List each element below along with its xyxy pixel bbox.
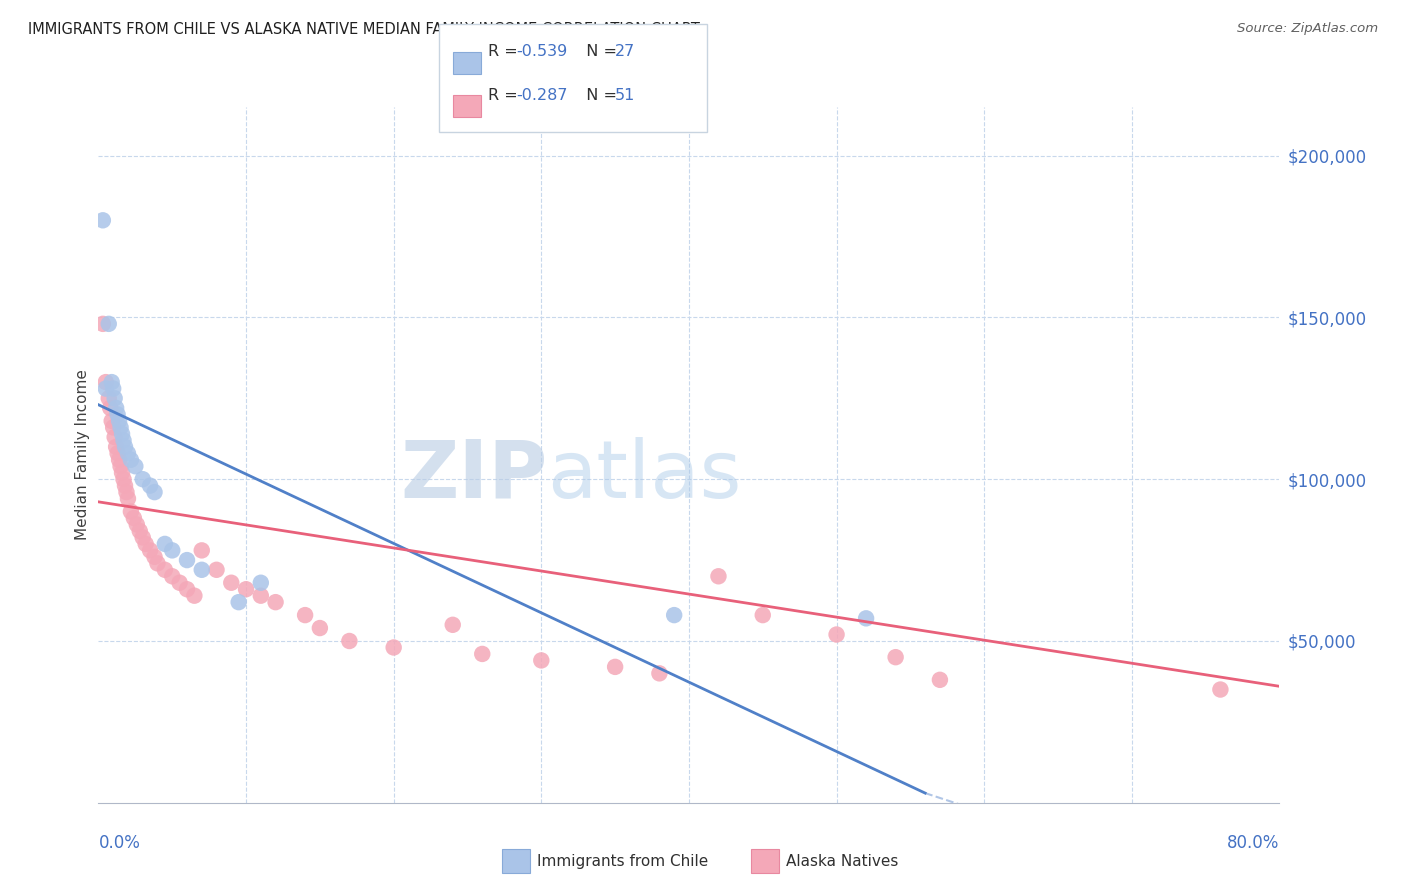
Point [191, 563, 214, 577]
Point [103, 382, 125, 396]
Point [94, 375, 117, 389]
Point [825, 627, 848, 641]
Point [108, 414, 131, 428]
Text: Immigrants from Chile: Immigrants from Chile [537, 855, 709, 869]
Point [111, 426, 134, 441]
Point [250, 589, 273, 603]
Point [153, 537, 176, 551]
Point [382, 640, 405, 655]
Point [143, 549, 166, 564]
Point [135, 537, 157, 551]
Point [664, 608, 686, 623]
Point [111, 466, 134, 480]
Point [132, 472, 155, 486]
Point [108, 452, 131, 467]
Point [219, 575, 242, 590]
Point [125, 517, 148, 532]
Point [114, 440, 136, 454]
Point [97, 317, 120, 331]
Text: ZIP: ZIP [399, 437, 547, 515]
Point [110, 420, 132, 434]
Point [264, 595, 287, 609]
Point [928, 673, 950, 687]
Point [122, 511, 145, 525]
Point [169, 575, 191, 590]
Point [751, 608, 773, 623]
Point [471, 647, 494, 661]
Point [107, 408, 129, 422]
Point [100, 375, 122, 389]
Text: N =: N = [576, 45, 623, 59]
Point [191, 543, 214, 558]
Text: atlas: atlas [547, 437, 741, 515]
Point [120, 452, 142, 467]
Point [235, 582, 257, 597]
Point [115, 485, 138, 500]
Point [117, 446, 139, 460]
Point [139, 478, 162, 492]
Point [98, 401, 121, 415]
Point [91, 213, 114, 227]
Point [105, 440, 128, 454]
Point [107, 446, 129, 460]
Text: R =: R = [488, 45, 523, 59]
Text: IMMIGRANTS FROM CHILE VS ALASKA NATIVE MEDIAN FAMILY INCOME CORRELATION CHART: IMMIGRANTS FROM CHILE VS ALASKA NATIVE M… [28, 22, 700, 37]
Text: -0.287: -0.287 [516, 88, 568, 103]
Point [112, 434, 135, 448]
Point [294, 608, 316, 623]
Point [94, 382, 117, 396]
Point [648, 666, 671, 681]
Point [105, 401, 128, 415]
Point [100, 414, 122, 428]
Point [1209, 682, 1232, 697]
Point [183, 589, 205, 603]
Point [530, 653, 553, 667]
Point [128, 524, 150, 538]
Text: Source: ZipAtlas.com: Source: ZipAtlas.com [1237, 22, 1378, 36]
Point [205, 563, 228, 577]
Point [143, 485, 166, 500]
Point [228, 595, 250, 609]
Text: N =: N = [576, 88, 623, 103]
Point [707, 569, 730, 583]
Text: R =: R = [488, 88, 523, 103]
Text: 51: 51 [614, 88, 634, 103]
Point [176, 553, 198, 567]
Point [441, 617, 464, 632]
Point [250, 575, 273, 590]
Text: -0.539: -0.539 [516, 45, 567, 59]
Point [124, 459, 146, 474]
Point [114, 478, 136, 492]
Point [855, 611, 877, 625]
Point [139, 543, 162, 558]
Point [104, 392, 127, 406]
Point [91, 317, 114, 331]
Point [117, 491, 139, 506]
Point [97, 392, 120, 406]
Point [162, 543, 183, 558]
Text: 0.0%: 0.0% [98, 834, 141, 852]
Point [309, 621, 332, 635]
Point [605, 660, 627, 674]
Point [112, 472, 135, 486]
Point [884, 650, 907, 665]
Y-axis label: Median Family Income: Median Family Income [75, 369, 90, 541]
Text: 80.0%: 80.0% [1227, 834, 1279, 852]
Text: 27: 27 [614, 45, 634, 59]
Point [120, 504, 142, 518]
Point [104, 430, 127, 444]
Point [337, 634, 360, 648]
Text: Alaska Natives: Alaska Natives [786, 855, 898, 869]
Point [132, 531, 155, 545]
Point [153, 563, 176, 577]
Point [103, 420, 125, 434]
Point [162, 569, 183, 583]
Point [146, 557, 169, 571]
Point [110, 459, 132, 474]
Point [176, 582, 198, 597]
